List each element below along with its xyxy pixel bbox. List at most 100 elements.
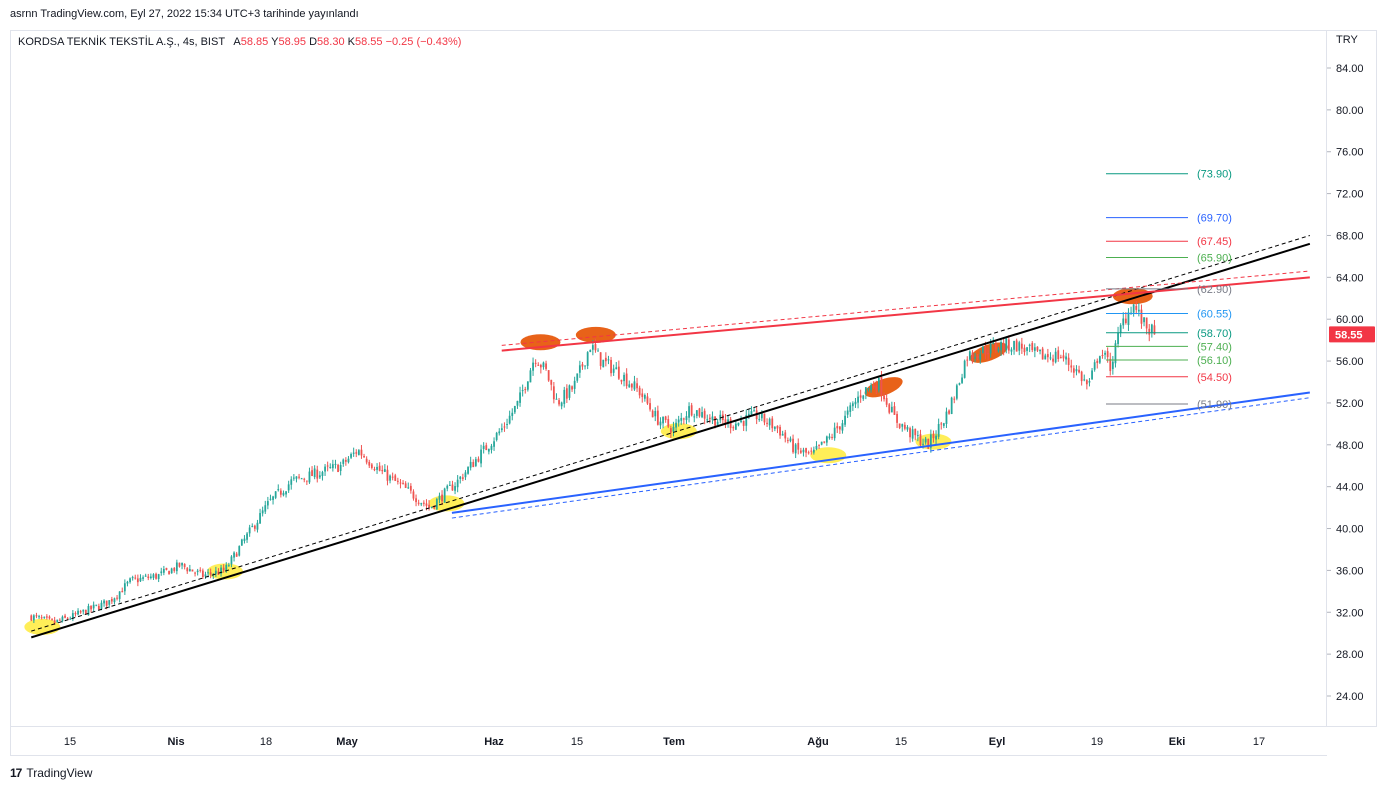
candle-body [519,392,521,403]
candle-body [79,611,82,613]
candle-body [576,373,579,381]
candle-body [118,591,121,599]
candle-body [1098,356,1101,363]
ohlc-open-label: A [233,36,241,48]
candle-body [571,386,573,390]
candle-body [511,412,514,416]
candle-body [355,452,358,454]
time-tick-label: Nis [167,736,184,748]
candle-body [282,492,285,496]
candle-body [1096,360,1099,363]
candle-body [823,441,826,443]
candle-body [201,570,204,577]
candle-body [69,618,72,620]
candle-body [1083,379,1086,381]
candle-body [1140,309,1143,324]
candle-body [1026,347,1028,351]
candle-body [742,420,745,426]
level-label: (65.90) [1197,252,1232,264]
price-tick-label: 64.00 [1336,272,1364,284]
candle-body [292,477,295,479]
candle-body [173,568,176,571]
time-axis[interactable] [10,727,1327,756]
candle-body [285,491,287,495]
candle-body [1109,358,1112,372]
candle-body [482,445,485,449]
price-tick-label: 28.00 [1336,649,1364,661]
candle-body [732,427,735,429]
candle-body [105,600,108,606]
candle-body [1005,338,1008,351]
candle-body [207,572,209,574]
candle-body [1059,357,1062,359]
candle-body [1057,350,1060,360]
price-tick-label: 72.00 [1336,189,1364,201]
candle-body [1023,347,1026,353]
brand-footer[interactable]: 17 TradingView [10,766,92,780]
candle-body [136,578,139,583]
candle-body [441,494,443,502]
candle-body [818,444,820,446]
candle-body [591,345,594,350]
price-tick-label: 68.00 [1336,230,1364,242]
candle-body [948,410,950,414]
candle-body [641,393,644,397]
resistance-highlight-7 [575,326,616,343]
candle-body [412,491,415,499]
candle-body [508,415,511,424]
candle-body [529,370,532,383]
candle-body [594,344,597,351]
candle-body [43,616,46,618]
candle-body [51,618,53,620]
candle-body [415,498,417,503]
candle-body [773,426,776,429]
price-tick-label: 56.00 [1336,356,1364,368]
candle-body [422,502,425,504]
candle-body [545,363,547,369]
candle-body [487,448,490,452]
candle-body [643,395,646,399]
candle-body [40,617,43,619]
candle-body [467,467,469,474]
candle-body [997,348,1000,352]
candle-body [586,352,589,366]
level-label: (57.40) [1197,341,1232,353]
chart-pane[interactable] [10,30,1327,727]
time-tick-label: Eki [1169,736,1186,748]
candle-body [677,419,680,423]
candle-body [1145,317,1148,329]
candle-body [924,438,927,443]
candle-body [230,556,233,565]
candle-body [116,597,118,599]
candle-body [753,410,755,412]
candle-body [490,445,493,450]
candle-body [209,572,212,575]
candle-body [851,403,854,407]
candle-body [945,411,948,424]
candle-body [32,615,35,621]
candle-body [870,385,872,391]
level-label: (62.90) [1197,284,1232,296]
candle-body [1044,355,1047,360]
candle-body [797,442,800,450]
symbol-title: KORDSA TEKNİK TEKSTİL A.Ş., 4s, BIST [18,36,225,48]
candle-body [693,416,696,418]
candle-body [625,373,628,387]
candle-body [716,421,719,425]
candle-body [113,598,116,603]
candle-body [165,567,168,570]
candle-body [243,538,246,541]
candle-body [620,379,623,382]
candle-body [734,423,737,430]
candle-body [303,478,306,480]
candle-body [149,576,152,579]
candle-body [87,606,90,616]
candle-body [316,469,319,479]
ohlc-high-value: 58.95 [278,36,307,48]
candle-body [651,410,654,418]
price-tick-label: 44.00 [1336,482,1364,494]
price-axis[interactable] [1327,30,1377,727]
candle-body [1052,358,1054,362]
candle-body [389,475,391,481]
